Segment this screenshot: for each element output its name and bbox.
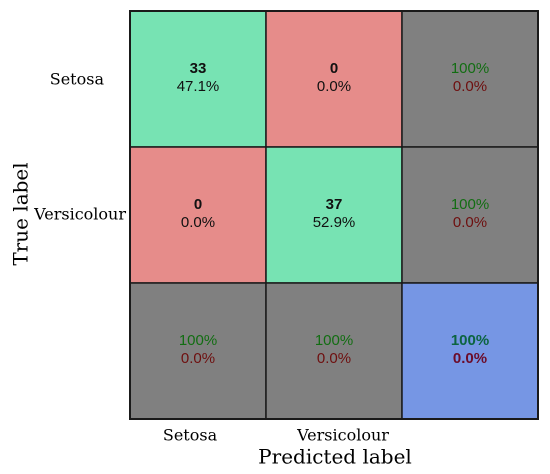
cell-r1-c0 (129, 146, 267, 284)
overall-accuracy-correct: 100% (451, 332, 489, 349)
x-tick-label-setosa: Setosa (163, 426, 218, 445)
cell-percent-r1-c1: 52.9% (313, 214, 356, 231)
cell-count-r1-c1: 37 (326, 196, 343, 213)
row-summary-cell-1 (401, 146, 539, 284)
row-summary-correct-0: 100% (451, 60, 489, 77)
y-tick-label-setosa: Setosa (50, 70, 105, 89)
cell-percent-r1-c0: 0.0% (181, 214, 215, 231)
row-summary-correct-1: 100% (451, 196, 489, 213)
row-summary-incorrect-0: 0.0% (453, 78, 487, 95)
row-summary-incorrect-1: 0.0% (453, 214, 487, 231)
y-axis-label: True label (9, 162, 33, 265)
matrix-cells: 3347.1%00.0%100%0.0%00.0%3752.9%100%0.0%… (129, 10, 539, 420)
x-axis-label: Predicted label (258, 445, 412, 469)
cell-r0-c1 (265, 10, 403, 148)
col-summary-correct-1: 100% (315, 332, 353, 349)
cell-percent-r0-c1: 0.0% (317, 78, 351, 95)
col-summary-incorrect-1: 0.0% (317, 350, 351, 367)
col-summary-correct-0: 100% (179, 332, 217, 349)
y-tick-label-versicolour: Versicolour (33, 205, 126, 224)
cell-percent-r0-c0: 47.1% (177, 78, 220, 95)
overall-accuracy-incorrect: 0.0% (453, 350, 487, 367)
matrix-outer-border (129, 10, 539, 420)
cell-r1-c1 (265, 146, 403, 284)
col-summary-cell-1 (265, 282, 403, 420)
cell-count-r0-c1: 0 (330, 60, 338, 77)
x-tick-label-versicolour: Versicolour (296, 426, 389, 445)
col-summary-incorrect-0: 0.0% (181, 350, 215, 367)
cell-count-r1-c0: 0 (194, 196, 202, 213)
cell-r0-c0 (129, 10, 267, 148)
cell-count-r0-c0: 33 (190, 60, 207, 77)
